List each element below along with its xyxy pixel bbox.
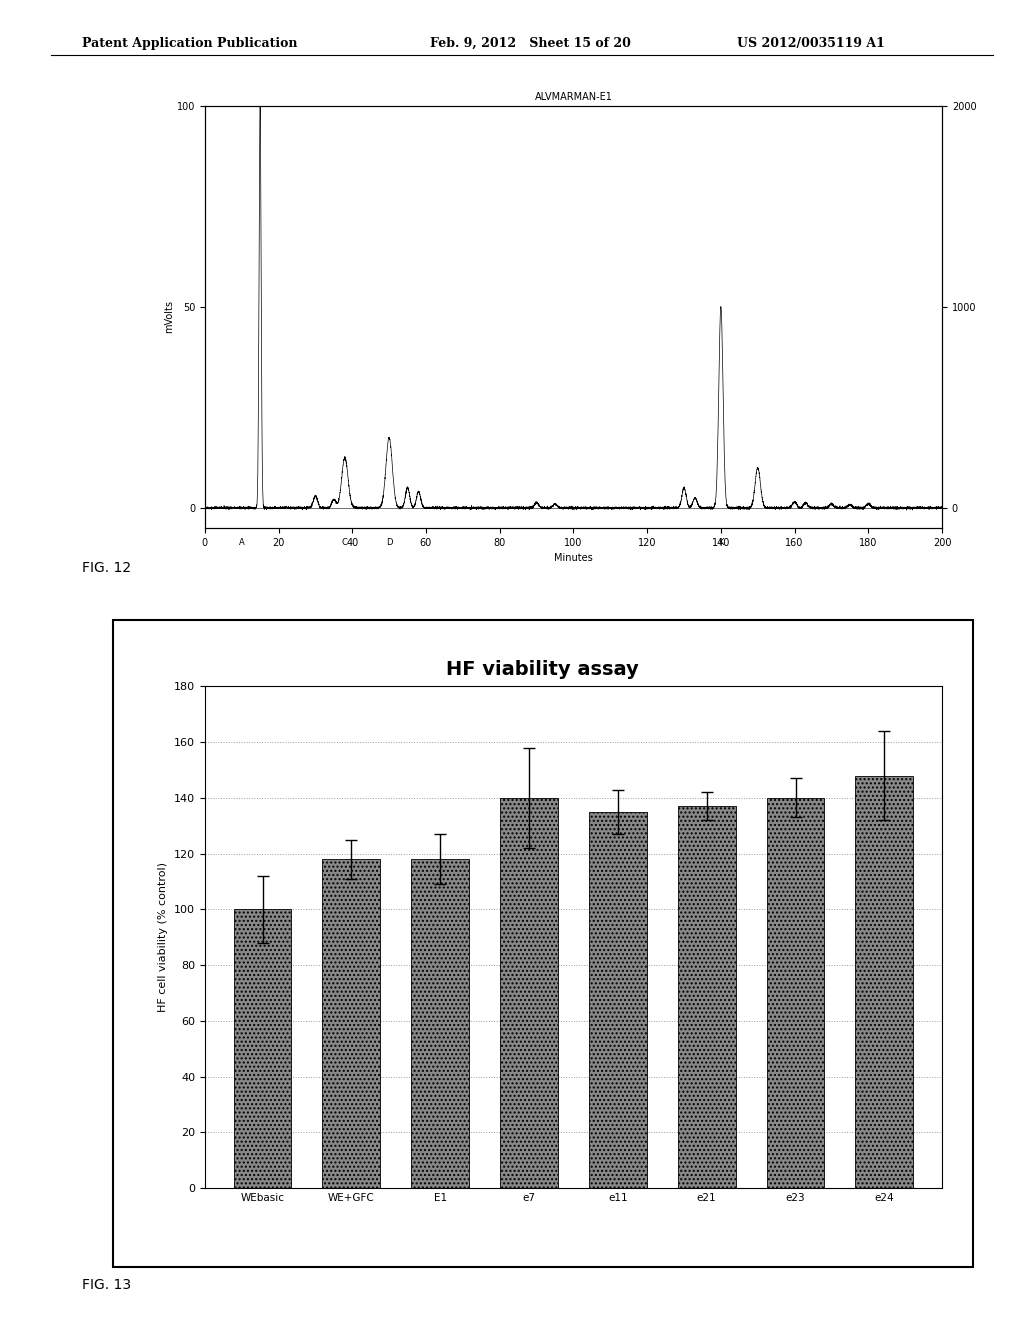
Y-axis label: HF cell viability (% control): HF cell viability (% control) — [159, 862, 168, 1012]
Text: K: K — [718, 539, 724, 546]
Bar — [233, 909, 292, 1188]
X-axis label: Minutes: Minutes — [554, 553, 593, 564]
Text: D: D — [386, 539, 392, 546]
Text: Feb. 9, 2012   Sheet 15 of 20: Feb. 9, 2012 Sheet 15 of 20 — [430, 37, 631, 50]
Bar — [323, 859, 380, 1188]
Title: ALVMARMAN-E1: ALVMARMAN-E1 — [535, 92, 612, 102]
Bar — [500, 797, 558, 1188]
Text: A: A — [239, 539, 245, 546]
Text: Patent Application Publication: Patent Application Publication — [82, 37, 297, 50]
Text: FIG. 12: FIG. 12 — [82, 561, 131, 576]
Bar — [767, 797, 824, 1188]
Text: C: C — [342, 539, 348, 546]
Bar — [855, 776, 913, 1188]
Text: FIG. 13: FIG. 13 — [82, 1278, 131, 1292]
Bar — [412, 859, 469, 1188]
Y-axis label: mVolts: mVolts — [164, 301, 174, 334]
Text: US 2012/0035119 A1: US 2012/0035119 A1 — [737, 37, 885, 50]
Text: HF viability assay: HF viability assay — [446, 660, 639, 678]
Bar — [589, 812, 647, 1188]
Bar — [678, 807, 735, 1188]
